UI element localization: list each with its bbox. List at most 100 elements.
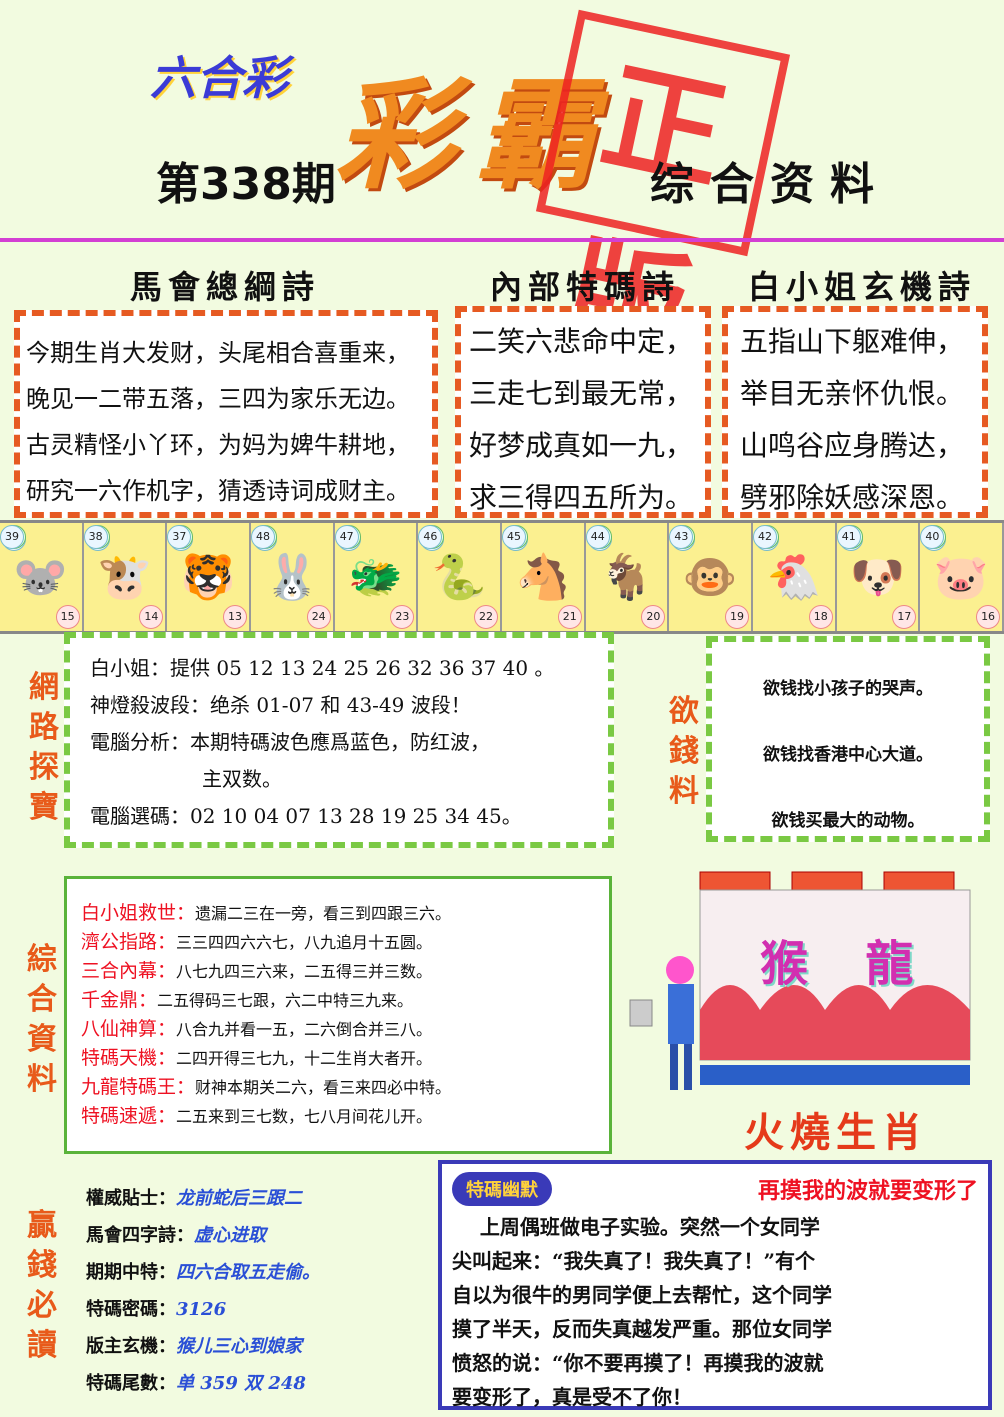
win-value: 龙前蛇后三跟二 [176, 1188, 302, 1209]
combo-key: 白小姐救世： [81, 902, 196, 924]
zodiac-animal-icon: 🐔 [766, 552, 822, 603]
zodiac-animal-icon: 🐯 [180, 552, 236, 603]
painter-leg [684, 1044, 692, 1090]
poem-box-2: 二笑六悲命中定， 三走七到最无常， 好梦成真如一九， 求三得四五所为。 [455, 306, 711, 518]
poem-line: 求三得四五所为。 [469, 481, 694, 514]
vertical-label-char: 探 [29, 750, 59, 785]
combo-key: 千金鼎： [81, 989, 158, 1011]
win-row: 特碼尾數：单 359 双 248 [86, 1365, 426, 1402]
zodiac-number-ball: 40 [920, 525, 945, 549]
win-value: 3126 [176, 1299, 227, 1320]
zodiac-strip: 🐭03152739🐮02142638🐯01132537🐰12243648🐲112… [0, 520, 1004, 634]
combo-value: 二五得码三七跟，六二中特三九来。 [157, 991, 414, 1010]
win-key: 權威貼士： [86, 1188, 176, 1209]
combo-box: 白小姐救世：遗漏二三在一旁，看三到四跟三六。 濟公指路：三三四四六六七，八九追月十… [64, 876, 612, 1154]
win-key: 期期中特： [86, 1262, 176, 1283]
zodiac-number-ball: 38 [83, 525, 108, 549]
vertical-label-char: 資 [27, 1022, 57, 1057]
zodiac-animal-icon: 🐲 [348, 552, 403, 603]
network-label: 網路探寶 [24, 668, 64, 828]
joke-box: 特碼幽默 再摸我的波就要变形了 上周偶班做电子实验。突然一个女同学 尖叫起来：“我… [438, 1160, 992, 1410]
lamp [883, 871, 955, 891]
zodiac-cell: 🐍10223446 [418, 523, 503, 631]
zodiac-number-ball: 14 [139, 605, 164, 629]
joke-line: 上周偶班做电子实验。突然一个女同学 [452, 1215, 820, 1239]
vertical-label-char: 料 [27, 1062, 57, 1097]
fire-zodiac-illustration [629, 871, 971, 1090]
painter-body [668, 984, 694, 1044]
poem-box-1: 今期生肖大发财，头尾相合喜重来， 晚见一二带五落，三四为家乐无边。 古灵精怪小丫… [14, 310, 438, 518]
zodiac-number-ball: 37 [167, 525, 192, 549]
combo-row: 九龍特碼王：财神本期关二六，看三来四必中特。 [81, 1073, 595, 1102]
combo-row: 八仙神算：八合九并看一五，二六倒合并三八。 [81, 1015, 595, 1044]
issue-number: 第338期 [156, 159, 336, 210]
zodiac-cell: 🐰12243648 [251, 523, 335, 631]
zodiac-number-ball: 42 [753, 525, 778, 549]
zodiac-number-ball: 17 [892, 605, 917, 629]
zodiac-cell: 🐭03152739 [0, 523, 84, 631]
combo-value: 财神本期关二六，看三来四必中特。 [195, 1078, 452, 1097]
zodiac-animal-icon: 🐴 [515, 552, 571, 603]
combo-key: 特碼速遞： [81, 1105, 177, 1127]
joke-line: 尖叫起来：“我失真了！我失真了！”有个 [452, 1249, 816, 1273]
network-line: 白小姐：提供 05 12 13 24 25 26 32 36 37 40 。 [90, 656, 555, 680]
win-value: 虚心进取 [194, 1225, 266, 1246]
poem-line: 山鸣谷应身腾达， [740, 429, 965, 462]
poem-line: 晚见一二带五落，三四为家乐无边。 [26, 385, 410, 413]
vertical-label-char: 錢 [669, 734, 699, 769]
poem-line: 今期生肖大发财，头尾相合喜重来， [26, 339, 410, 367]
combo-value: 遗漏二三在一旁，看三到四跟三六。 [195, 904, 452, 923]
zodiac-number-ball: 23 [390, 605, 415, 629]
poem-line: 劈邪除妖感深恩。 [740, 481, 965, 514]
joke-tag: 特碼幽默 [452, 1172, 552, 1206]
zodiac-number-ball: 15 [55, 605, 80, 629]
zodiac-animal-icon: 🐐 [599, 552, 654, 603]
zodiac-number-ball: 39 [0, 525, 24, 549]
combo-key: 濟公指路： [81, 931, 177, 953]
combo-value: 三三四四六六七，八九追月十五圆。 [176, 933, 433, 952]
zodiac-cell: 🐮02142638 [83, 523, 168, 631]
win-label-text: 贏錢必讀 [22, 1206, 62, 1366]
money-label: 欲錢料 [664, 692, 704, 812]
zodiac-cell: 🐷04162840 [920, 523, 1004, 631]
combo-value: 二四开得三七九，十二生肖大者开。 [176, 1049, 433, 1068]
money-line: 欲钱找香港中心大道。 [763, 745, 933, 765]
vertical-label-char: 必 [27, 1288, 57, 1323]
combo-value: 八合九并看一五，二六倒合并三八。 [176, 1020, 433, 1039]
vertical-label-char: 讀 [27, 1328, 57, 1363]
money-label-text: 欲錢料 [664, 692, 704, 812]
zodiac-number-ball: 13 [223, 605, 248, 629]
zodiac-cell: 🐔06183042 [753, 523, 837, 631]
win-rows: 權威貼士：龙前蛇后三跟二 馬會四字詩：虚心进取 期期中特：四六合取五走偷。 特碼密碼：… [86, 1180, 426, 1402]
poem-line: 好梦成真如一九， [469, 429, 694, 462]
combo-row: 特碼速遞：二五来到三七数，七八月间花儿开。 [81, 1102, 595, 1131]
zodiac-number-ball: 19 [725, 605, 750, 629]
zodiac-cell: 🐲11233547 [334, 523, 419, 631]
network-label-text: 網路探寶 [24, 668, 64, 828]
poem-line: 研究一六作机字，猜透诗词成财主。 [26, 477, 410, 505]
zodiac-cell: 🐐08203244 [585, 523, 670, 631]
combo-key: 八仙神算： [81, 1018, 177, 1040]
combo-row: 三合內幕：八七九四三六来，二五得三并三数。 [81, 957, 595, 986]
page-subtitle: 综合资料 [650, 159, 890, 210]
poem-title-3: 白小姐玄機詩 [748, 268, 977, 306]
win-row: 權威貼士：龙前蛇后三跟二 [86, 1180, 426, 1217]
joke-title: 再摸我的波就要变形了 [757, 1178, 978, 1204]
poem-line: 三走七到最无常， [469, 377, 694, 410]
zodiac-animal-icon: 🐮 [97, 552, 152, 603]
win-value: 猴儿三心到娘家 [176, 1336, 302, 1357]
win-row: 馬會四字詩：虚心进取 [86, 1217, 426, 1254]
zodiac-number-ball: 22 [474, 605, 499, 629]
combo-row: 濟公指路：三三四四六六七，八九追月十五圆。 [81, 928, 595, 957]
win-value: 四六合取五走偷。 [176, 1262, 320, 1283]
zodiac-cell: 🐯01132537 [167, 523, 252, 631]
combo-row: 特碼天機：二四开得三七九，十二生肖大者开。 [81, 1044, 595, 1073]
vertical-label-char: 綜 [27, 942, 57, 977]
win-row: 期期中特：四六合取五走偷。 [86, 1254, 426, 1291]
combo-value: 八七九四三六来，二五得三并三数。 [176, 962, 433, 981]
win-row: 特碼密碼：3126 [86, 1291, 426, 1328]
brand-logo: 六合彩 [150, 51, 288, 105]
zodiac-cell: 🐵07193143 [669, 523, 754, 631]
joke-line: 自以为很牛的男同学便上去帮忙，这个同学 [452, 1283, 832, 1307]
network-line: 電腦選碼：02 10 04 07 13 28 19 25 34 45。 [90, 804, 522, 828]
